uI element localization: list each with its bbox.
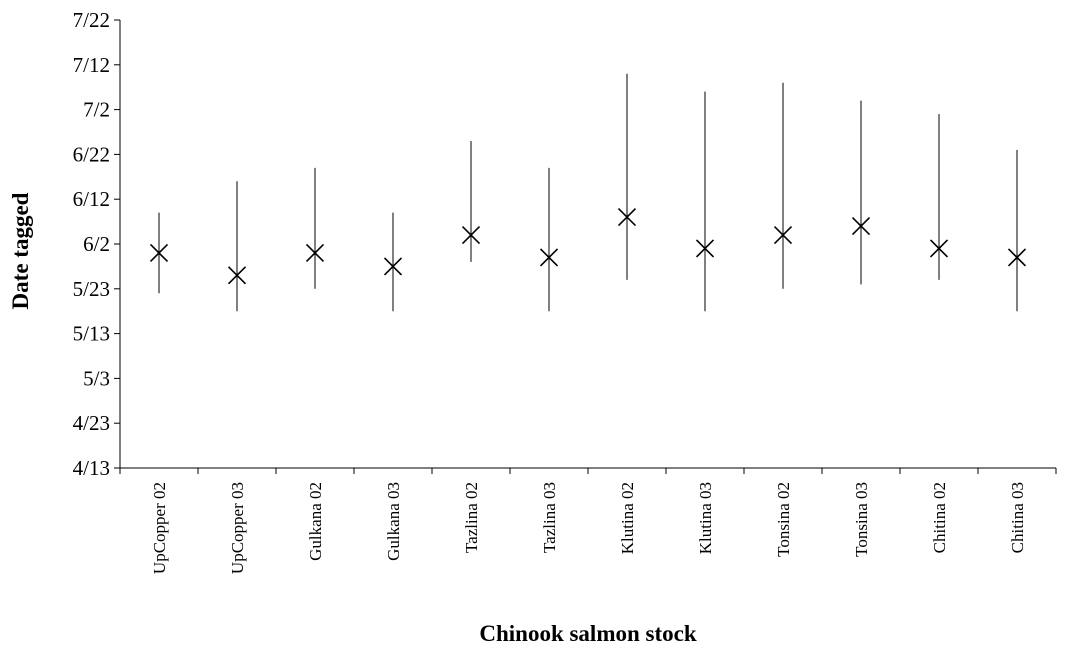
mean-marker <box>149 243 169 263</box>
x-category-label: Gulkana 02 <box>306 482 325 561</box>
marker-stroke <box>1007 248 1027 267</box>
marker-stroke <box>851 217 871 236</box>
y-tick-label: 4/23 <box>73 411 110 435</box>
mean-marker <box>773 225 793 245</box>
x-category-label: Gulkana 03 <box>384 482 403 561</box>
y-tick-label: 7/2 <box>83 98 110 122</box>
x-category-label: Chitina 03 <box>1008 482 1027 553</box>
marker-stroke <box>929 239 949 258</box>
marker-stroke <box>617 208 637 227</box>
x-category-label: Tazlina 02 <box>462 482 481 553</box>
y-tick-label: 7/12 <box>73 53 110 77</box>
mean-marker <box>461 225 481 245</box>
marker-stroke <box>383 257 403 276</box>
mean-marker <box>851 217 871 236</box>
y-tick-label: 5/3 <box>83 366 110 390</box>
marker-stroke <box>695 239 715 258</box>
plot-marks <box>149 73 1027 312</box>
marker-stroke <box>149 243 169 263</box>
y-tick-label: 5/23 <box>73 277 110 301</box>
y-tick-label: 5/13 <box>73 322 110 346</box>
mean-marker <box>929 239 949 258</box>
y-tick-label: 6/2 <box>83 232 110 256</box>
mean-marker <box>617 208 637 227</box>
x-axis-title: Chinook salmon stock <box>479 621 696 646</box>
x-category-label: UpCopper 03 <box>228 482 247 574</box>
y-tick-label: 6/22 <box>73 142 110 166</box>
mean-marker <box>539 248 559 267</box>
y-tick-label: 6/12 <box>73 187 110 211</box>
mean-marker <box>383 257 403 276</box>
mean-marker <box>1007 248 1027 267</box>
x-category-label: Tonsina 02 <box>774 482 793 557</box>
x-category-label: Klutina 03 <box>696 482 715 554</box>
y-tick-label: 7/22 <box>73 8 110 32</box>
y-tick-label: 4/13 <box>73 456 110 480</box>
x-category-label: Tonsina 03 <box>852 482 871 557</box>
mean-marker <box>695 239 715 258</box>
marker-stroke <box>539 248 559 267</box>
x-category-label: Tazlina 03 <box>540 482 559 553</box>
x-category-label: UpCopper 02 <box>150 482 169 574</box>
x-category-label: Chitina 02 <box>930 482 949 553</box>
mean-marker <box>227 266 247 285</box>
y-axis-title: Date tagged <box>8 192 33 309</box>
marker-stroke <box>773 225 793 245</box>
marker-stroke <box>227 266 247 285</box>
y-ticks: 4/13 4/23 5/3 5/13 5/23 6/2 6/12 6/22 7/2 7/12 7/2… <box>73 8 120 480</box>
x-ticks: UpCopper 02 UpCopper 03 Gulkana 02 Gulkana … <box>119 468 1057 574</box>
x-category-label: Klutina 02 <box>618 482 637 554</box>
marker-stroke <box>305 243 325 263</box>
marker-stroke <box>461 225 481 245</box>
mean-marker <box>305 243 325 263</box>
